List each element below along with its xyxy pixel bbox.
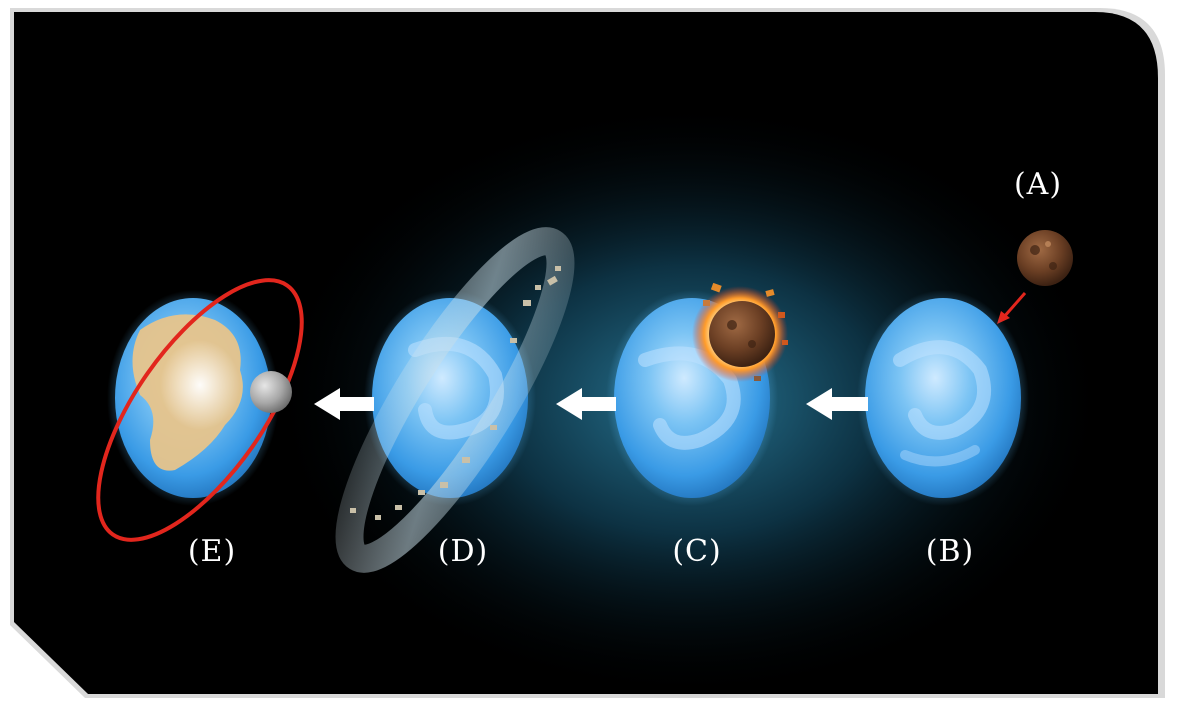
stage-label-a: (A) [1014,167,1062,202]
arrow-b-to-c [806,388,868,420]
stage-label-c: (C) [672,534,721,569]
arrow-d-to-e [314,388,374,420]
stage-b-planet [857,290,1029,506]
background-panel [10,8,1165,700]
stage-c-impact [606,282,788,506]
stage-label-d: (D) [438,534,488,569]
stage-e-earth-moon [96,278,304,542]
stage-d-debris-ring [335,227,575,573]
stage-label-b: (B) [926,534,974,569]
stage-label-e: (E) [188,534,236,569]
arrow-c-to-d [556,388,616,420]
